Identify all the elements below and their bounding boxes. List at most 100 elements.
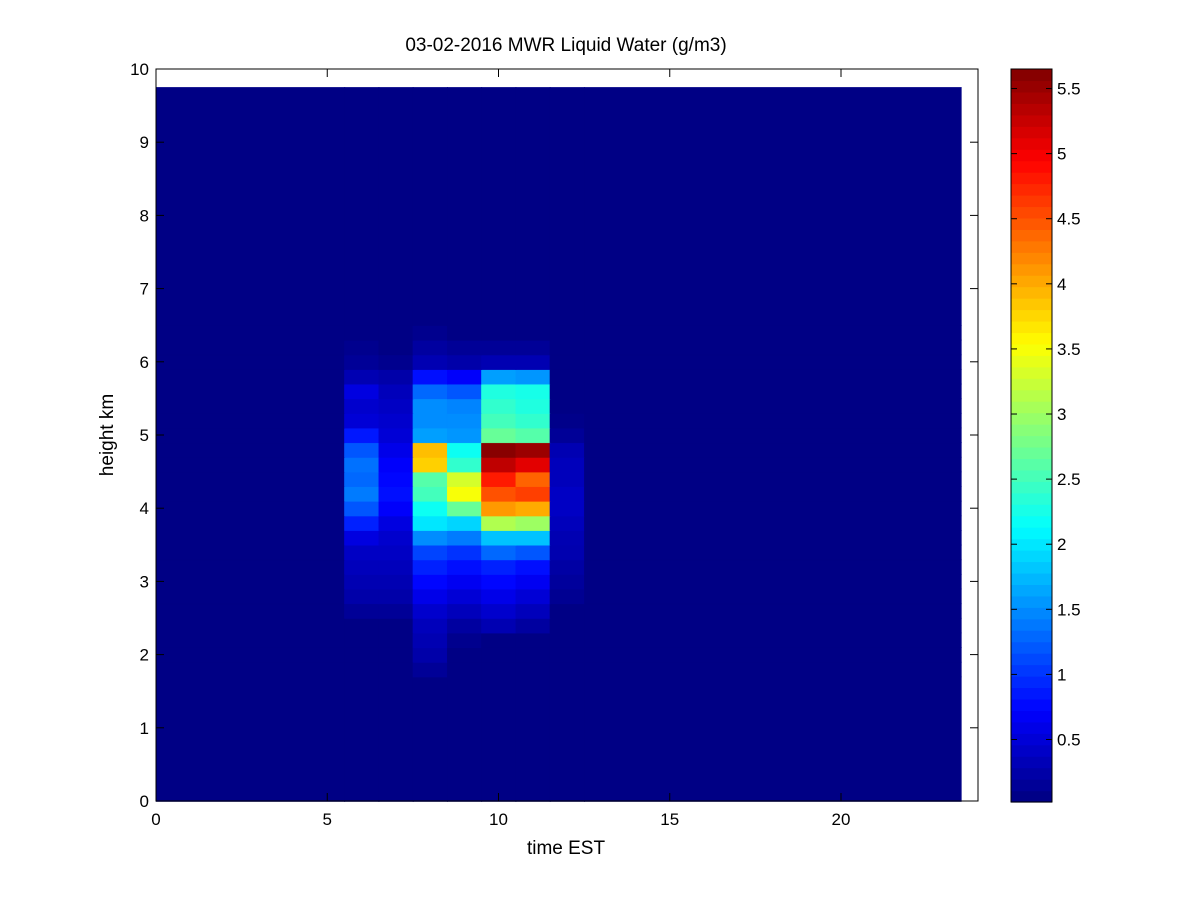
x-tick-label: 0 <box>151 810 160 829</box>
heatmap-cell <box>583 647 962 663</box>
heatmap-cell <box>378 486 414 502</box>
heatmap-cell <box>378 87 414 326</box>
colorbar-band <box>1011 538 1052 551</box>
colorbar-tick-label: 3.5 <box>1057 340 1081 359</box>
heatmap-cell <box>412 486 448 502</box>
y-tick-label: 4 <box>140 499 149 518</box>
colorbar-band <box>1011 515 1052 528</box>
y-axis-ticks: 0 1 2 3 4 5 6 7 8 9 10 <box>130 60 978 811</box>
heatmap-cell <box>549 588 585 605</box>
colorbar-tick-label: 1.5 <box>1057 600 1081 619</box>
heatmap-cell <box>412 617 448 634</box>
colorbar-band <box>1011 424 1052 437</box>
colorbar-band <box>1011 366 1052 379</box>
heatmap-cell <box>446 603 483 619</box>
heatmap-cell <box>549 544 585 561</box>
heatmap-cell <box>344 427 380 444</box>
heatmap-cell <box>155 412 346 429</box>
y-tick-label: 9 <box>140 133 149 152</box>
colorbar-band <box>1011 641 1052 654</box>
heatmap-cell <box>344 486 380 502</box>
x-tick-label: 5 <box>323 810 332 829</box>
colorbar-band <box>1011 229 1052 242</box>
heatmap-cell <box>378 617 414 634</box>
heatmap-cell <box>378 325 414 341</box>
heatmap-cell <box>378 398 414 414</box>
heatmap-cell <box>549 471 585 487</box>
heatmap-cell <box>412 559 448 575</box>
heatmap-cell <box>378 544 414 561</box>
heatmap-cell <box>344 544 380 561</box>
heatmap-cell <box>481 530 517 546</box>
heatmap-cell <box>344 354 380 370</box>
heatmap-cell <box>412 325 448 341</box>
colorbar-band <box>1011 572 1052 585</box>
heatmap-cell <box>583 661 962 678</box>
heatmap-cell <box>446 427 483 444</box>
heatmap-cell <box>412 676 448 802</box>
heatmap-cell <box>583 368 962 385</box>
colorbar-band <box>1011 687 1052 700</box>
heatmap-cell <box>412 471 448 487</box>
heatmap-cell <box>446 632 483 649</box>
heatmap-cell <box>344 368 380 385</box>
heatmap-cell <box>446 456 483 473</box>
heatmap-cells <box>155 87 962 802</box>
colorbar-band <box>1011 240 1052 253</box>
heatmap-cell <box>378 456 414 473</box>
heatmap-cell <box>515 632 551 649</box>
colorbar-band <box>1011 69 1052 82</box>
x-tick-label: 15 <box>660 810 679 829</box>
heatmap-cell <box>583 603 962 619</box>
heatmap-cell <box>344 588 380 605</box>
heatmap-cell <box>515 559 551 575</box>
colorbar-band <box>1011 721 1052 734</box>
heatmap-cell <box>549 573 585 590</box>
heatmap-cell <box>481 632 517 649</box>
heatmap-cell <box>344 500 380 517</box>
heatmap-cell <box>515 500 551 517</box>
heatmap-cell <box>583 383 962 400</box>
heatmap-cell <box>155 559 346 575</box>
y-axis-label: height km <box>97 394 118 476</box>
colorbar-band <box>1011 126 1052 139</box>
colorbar-band <box>1011 194 1052 208</box>
heatmap-cell <box>446 661 483 678</box>
colorbar-band <box>1011 103 1052 116</box>
heatmap-cell <box>344 617 380 634</box>
heatmap-cell <box>515 647 551 663</box>
colorbar-band <box>1011 320 1052 334</box>
heatmap-cell <box>378 383 414 400</box>
heatmap-cell <box>344 383 380 400</box>
heatmap-cell <box>583 325 962 341</box>
heatmap-cell <box>549 515 585 531</box>
heatmap-cell <box>412 515 448 531</box>
heatmap-cell <box>515 486 551 502</box>
heatmap-cell <box>446 471 483 487</box>
heatmap-cell <box>515 368 551 385</box>
heatmap-cell <box>446 647 483 663</box>
heatmap-cell <box>481 398 517 414</box>
y-tick-label: 0 <box>140 792 149 811</box>
colorbar-band <box>1011 206 1052 219</box>
heatmap-cell <box>481 661 517 678</box>
colorbar-band <box>1011 458 1052 471</box>
heatmap-cell <box>446 325 483 341</box>
heatmap-cell <box>412 368 448 385</box>
heatmap-cell <box>481 515 517 531</box>
heatmap-cell <box>378 559 414 575</box>
heatmap-cell <box>481 559 517 575</box>
heatmap-cell <box>344 647 380 663</box>
heatmap-cell <box>583 573 962 590</box>
y-tick-label: 10 <box>130 60 149 79</box>
y-tick-label: 1 <box>140 719 149 738</box>
colorbar-tick-label: 1 <box>1057 665 1066 684</box>
heatmap-cell <box>549 647 585 663</box>
y-tick-label: 5 <box>140 426 149 445</box>
heatmap-cell <box>583 486 962 502</box>
heatmap-cell <box>344 676 380 802</box>
heatmap-cell <box>155 456 346 473</box>
colorbar-band <box>1011 481 1052 494</box>
heatmap-cell <box>446 500 483 517</box>
heatmap-cell <box>549 412 585 429</box>
